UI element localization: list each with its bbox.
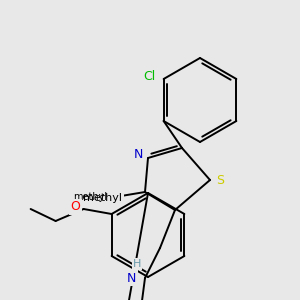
Text: methyl: methyl xyxy=(83,193,122,203)
Text: methyl: methyl xyxy=(73,192,107,202)
Text: H: H xyxy=(133,259,141,269)
Text: Cl: Cl xyxy=(143,70,156,83)
Text: O: O xyxy=(71,200,81,214)
Text: S: S xyxy=(216,173,224,187)
Text: N: N xyxy=(126,272,136,284)
Text: N: N xyxy=(133,148,143,161)
